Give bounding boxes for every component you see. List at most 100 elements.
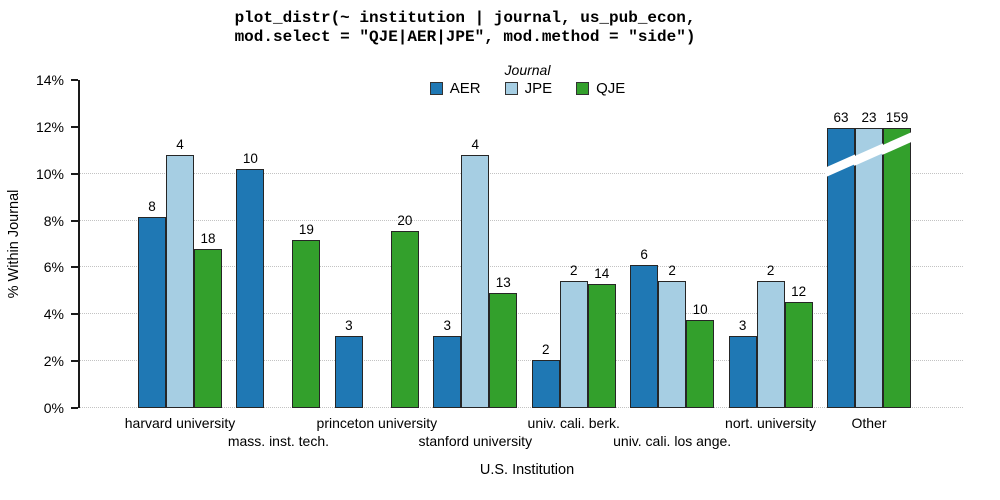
legend-item-qje: QJE [576,80,625,97]
bar-qje-6 [686,319,715,408]
bar-qje-3 [390,231,419,408]
y-tick-10pct [71,172,78,175]
bar-count-label-qje-8: 159 [885,110,909,126]
bar-aer-7 [728,336,757,408]
bar-aer-6 [630,264,659,408]
bar-jpe-5 [559,281,588,408]
bar-count-label-qje-4: 13 [495,274,511,290]
legend-label-qje: QJE [596,80,626,97]
y-tick-label-14pct: 14% [35,72,64,88]
y-tick-14pct [71,79,78,81]
legend-items: AER JPE QJE [429,80,625,97]
bar-group-nort-university: 3 2 12 [728,80,813,408]
y-axis-title: % Within Journal [6,189,22,299]
bar-count-label-jpe-6: 2 [668,263,676,279]
y-tick-label-0pct: 0% [43,400,64,416]
x-category-label-7: nort. university [725,415,817,431]
bar-aer-3 [334,336,363,408]
bar-aer-8 [822,128,860,408]
axis-break-mark-qje [878,132,916,155]
bar-count-label-qje-6: 10 [692,301,708,317]
legend: Journal AER JPE QJE [80,62,975,97]
y-tick-12pct [71,125,78,128]
bar-count-label-qje-5: 14 [594,266,610,282]
x-category-label-1: harvard university [124,415,236,431]
bar-group-univ-cali-berk-: 2 2 14 [531,80,616,408]
y-tick-label-12pct: 12% [35,118,64,135]
bar-group-stanford-university: 3 4 13 [433,80,518,408]
bar-qje-5 [587,284,616,408]
bar-qje-2 [292,240,321,408]
bar-jpe-8 [850,128,888,408]
gridline-0pct [80,407,963,408]
bar-aer-2 [236,169,265,408]
y-tick-label-6pct: 6% [43,259,64,276]
plot-title-line-2: mod.select = "QJE|AER|JPE", mod.method =… [234,28,696,46]
bar-count-label-aer-2: 10 [242,151,258,167]
bar-group-univ-cali-los-ange-: 6 2 10 [630,80,715,408]
y-tick-6pct [71,266,78,269]
y-axis-line [78,80,80,408]
bar-aer-1 [138,216,166,408]
legend-item-jpe: JPE [504,80,553,97]
gridline-2pct [80,360,963,362]
legend-label-jpe: JPE [524,80,553,97]
legend-swatch-jpe [504,82,518,95]
bar-count-label-jpe-8: 23 [861,110,877,126]
y-tick-8pct [71,219,78,222]
legend-title: Journal [504,62,551,78]
bar-count-label-qje-7: 12 [791,283,807,299]
y-tick-4pct [71,313,78,316]
x-category-label-2: mass. inst. tech. [227,433,329,449]
bar-qje-1 [194,248,222,408]
x-category-label-3: princeton university [316,415,438,431]
x-category-label-5: univ. cali. berk. [527,415,620,431]
legend-swatch-qje [576,82,590,95]
x-axis-title: U.S. Institution [479,462,575,478]
bar-aer-5 [531,360,560,408]
bar-count-label-jpe-4: 4 [471,136,480,152]
bar-count-label-qje-3: 20 [397,213,413,229]
bar-aer-4 [433,336,462,408]
bar-count-label-qje-2: 19 [298,222,314,238]
legend-swatch-aer [429,82,443,95]
bar-jpe-1 [166,154,194,408]
plot-title-line-1: plot_distr(~ institution | journal, us_p… [234,9,696,27]
bar-count-label-jpe-5: 2 [569,263,578,279]
bar-count-label-aer-3: 3 [345,318,353,334]
y-tick-label-2pct: 2% [43,353,64,370]
legend-label-aer: AER [449,80,481,97]
bar-count-label-aer-4: 3 [443,318,452,334]
bar-count-label-aer-7: 3 [738,318,747,334]
plot-title: plot_distr(~ institution | journal, us_p… [0,9,930,47]
x-category-label-4: stanford university [418,433,533,449]
bar-count-label-jpe-7: 2 [766,263,775,279]
bar-count-label-aer-1: 8 [148,198,156,214]
y-tick-label-10pct: 10% [35,165,64,182]
x-category-label-6: univ. cali. los ange. [613,433,732,449]
bar-group-harvard-university: 8 4 18 [138,80,222,408]
y-tick-2pct [71,360,78,363]
bar-group-mass-inst-tech-: 10 19 [236,80,321,408]
bar-jpe-6 [658,281,687,408]
bar-count-label-aer-5: 2 [541,342,550,358]
bar-jpe-7 [756,281,785,408]
y-tick-label-8pct: 8% [43,212,64,229]
bar-count-label-jpe-1: 4 [176,136,184,152]
gridline-8pct [80,219,963,221]
bar-group-princeton-university: 3 20 [334,80,419,408]
bar-jpe-4 [461,154,490,408]
bar-qje-8 [878,128,916,408]
y-tick-0pct [71,407,78,409]
bar-group-other: 63 23 159 [822,80,916,408]
bar-qje-4 [489,292,518,408]
bar-count-label-qje-1: 18 [200,230,216,246]
plot-panel: 0% 2% 4% 6% 8% 10% 12% 14% 8 4 18 harvard universit… [36,72,975,449]
x-category-label-8: Other [851,415,887,431]
bar-count-label-aer-8: 63 [833,110,849,126]
gridline-4pct [80,313,963,315]
bar-count-label-aer-6: 6 [640,246,648,262]
bar-qje-7 [784,301,813,408]
gridline-10pct [80,172,963,174]
